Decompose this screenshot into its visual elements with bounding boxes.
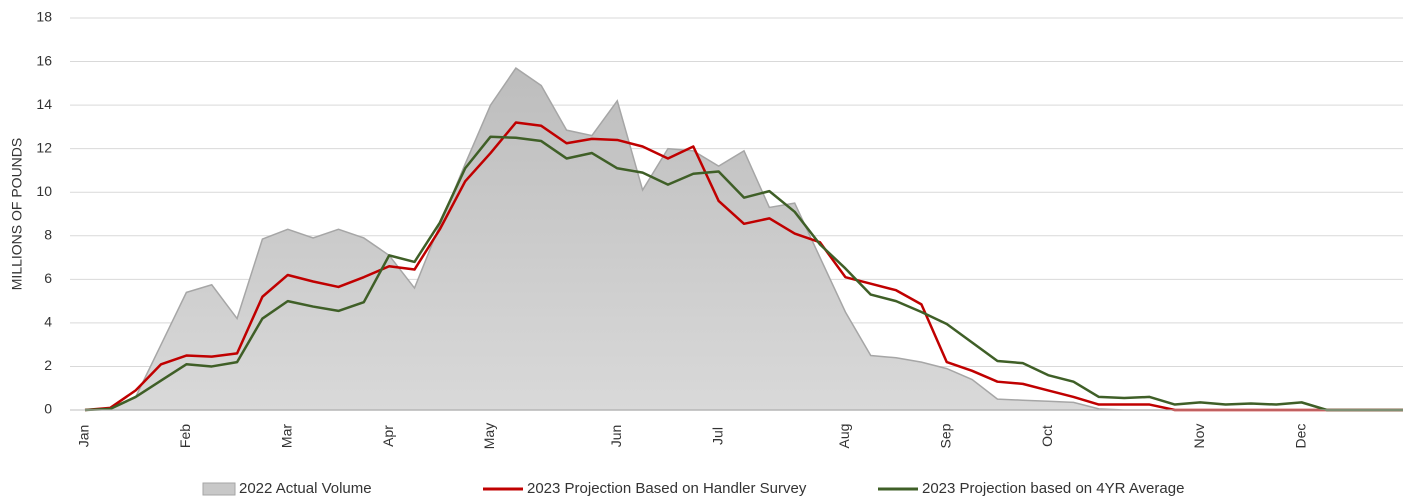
x-tick-label: Nov [1191, 424, 1207, 449]
y-tick-label: 12 [36, 139, 52, 155]
x-tick-label: Mar [278, 424, 294, 448]
x-tick-label: Apr [380, 425, 396, 447]
x-tick-label: Jun [608, 425, 624, 448]
y-tick-label: 8 [44, 226, 52, 242]
legend-swatch [202, 482, 236, 496]
legend-label: 2023 Projection based on 4YR Average [922, 480, 1184, 497]
y-tick-label: 4 [44, 314, 52, 330]
x-tick-label: May [481, 423, 497, 449]
x-tick-label: Jul [709, 427, 725, 445]
x-tick-label: Dec [1292, 424, 1308, 449]
line [84, 135, 1403, 412]
y-tick-label: 0 [44, 401, 52, 417]
x-tick-label: Feb [177, 424, 193, 448]
y-axis-title: MILLIONS OF POUNDS [9, 138, 25, 290]
y-tick-label: 6 [44, 270, 52, 286]
x-tick-label: Aug [836, 424, 852, 449]
area [84, 67, 1403, 411]
x-tick-label: Oct [1039, 425, 1055, 447]
x-tick-label: Jan [76, 425, 92, 448]
y-tick-label: 14 [36, 96, 52, 112]
y-tick-label: 18 [36, 9, 52, 25]
y-tick-label: 2 [44, 357, 52, 373]
legend-label: 2022 Actual Volume [239, 480, 372, 497]
legend-label: 2023 Projection Based on Handler Survey [527, 480, 807, 497]
x-tick-label: Sep [937, 423, 953, 448]
y-tick-label: 16 [36, 52, 52, 68]
y-tick-label: 10 [36, 183, 52, 199]
